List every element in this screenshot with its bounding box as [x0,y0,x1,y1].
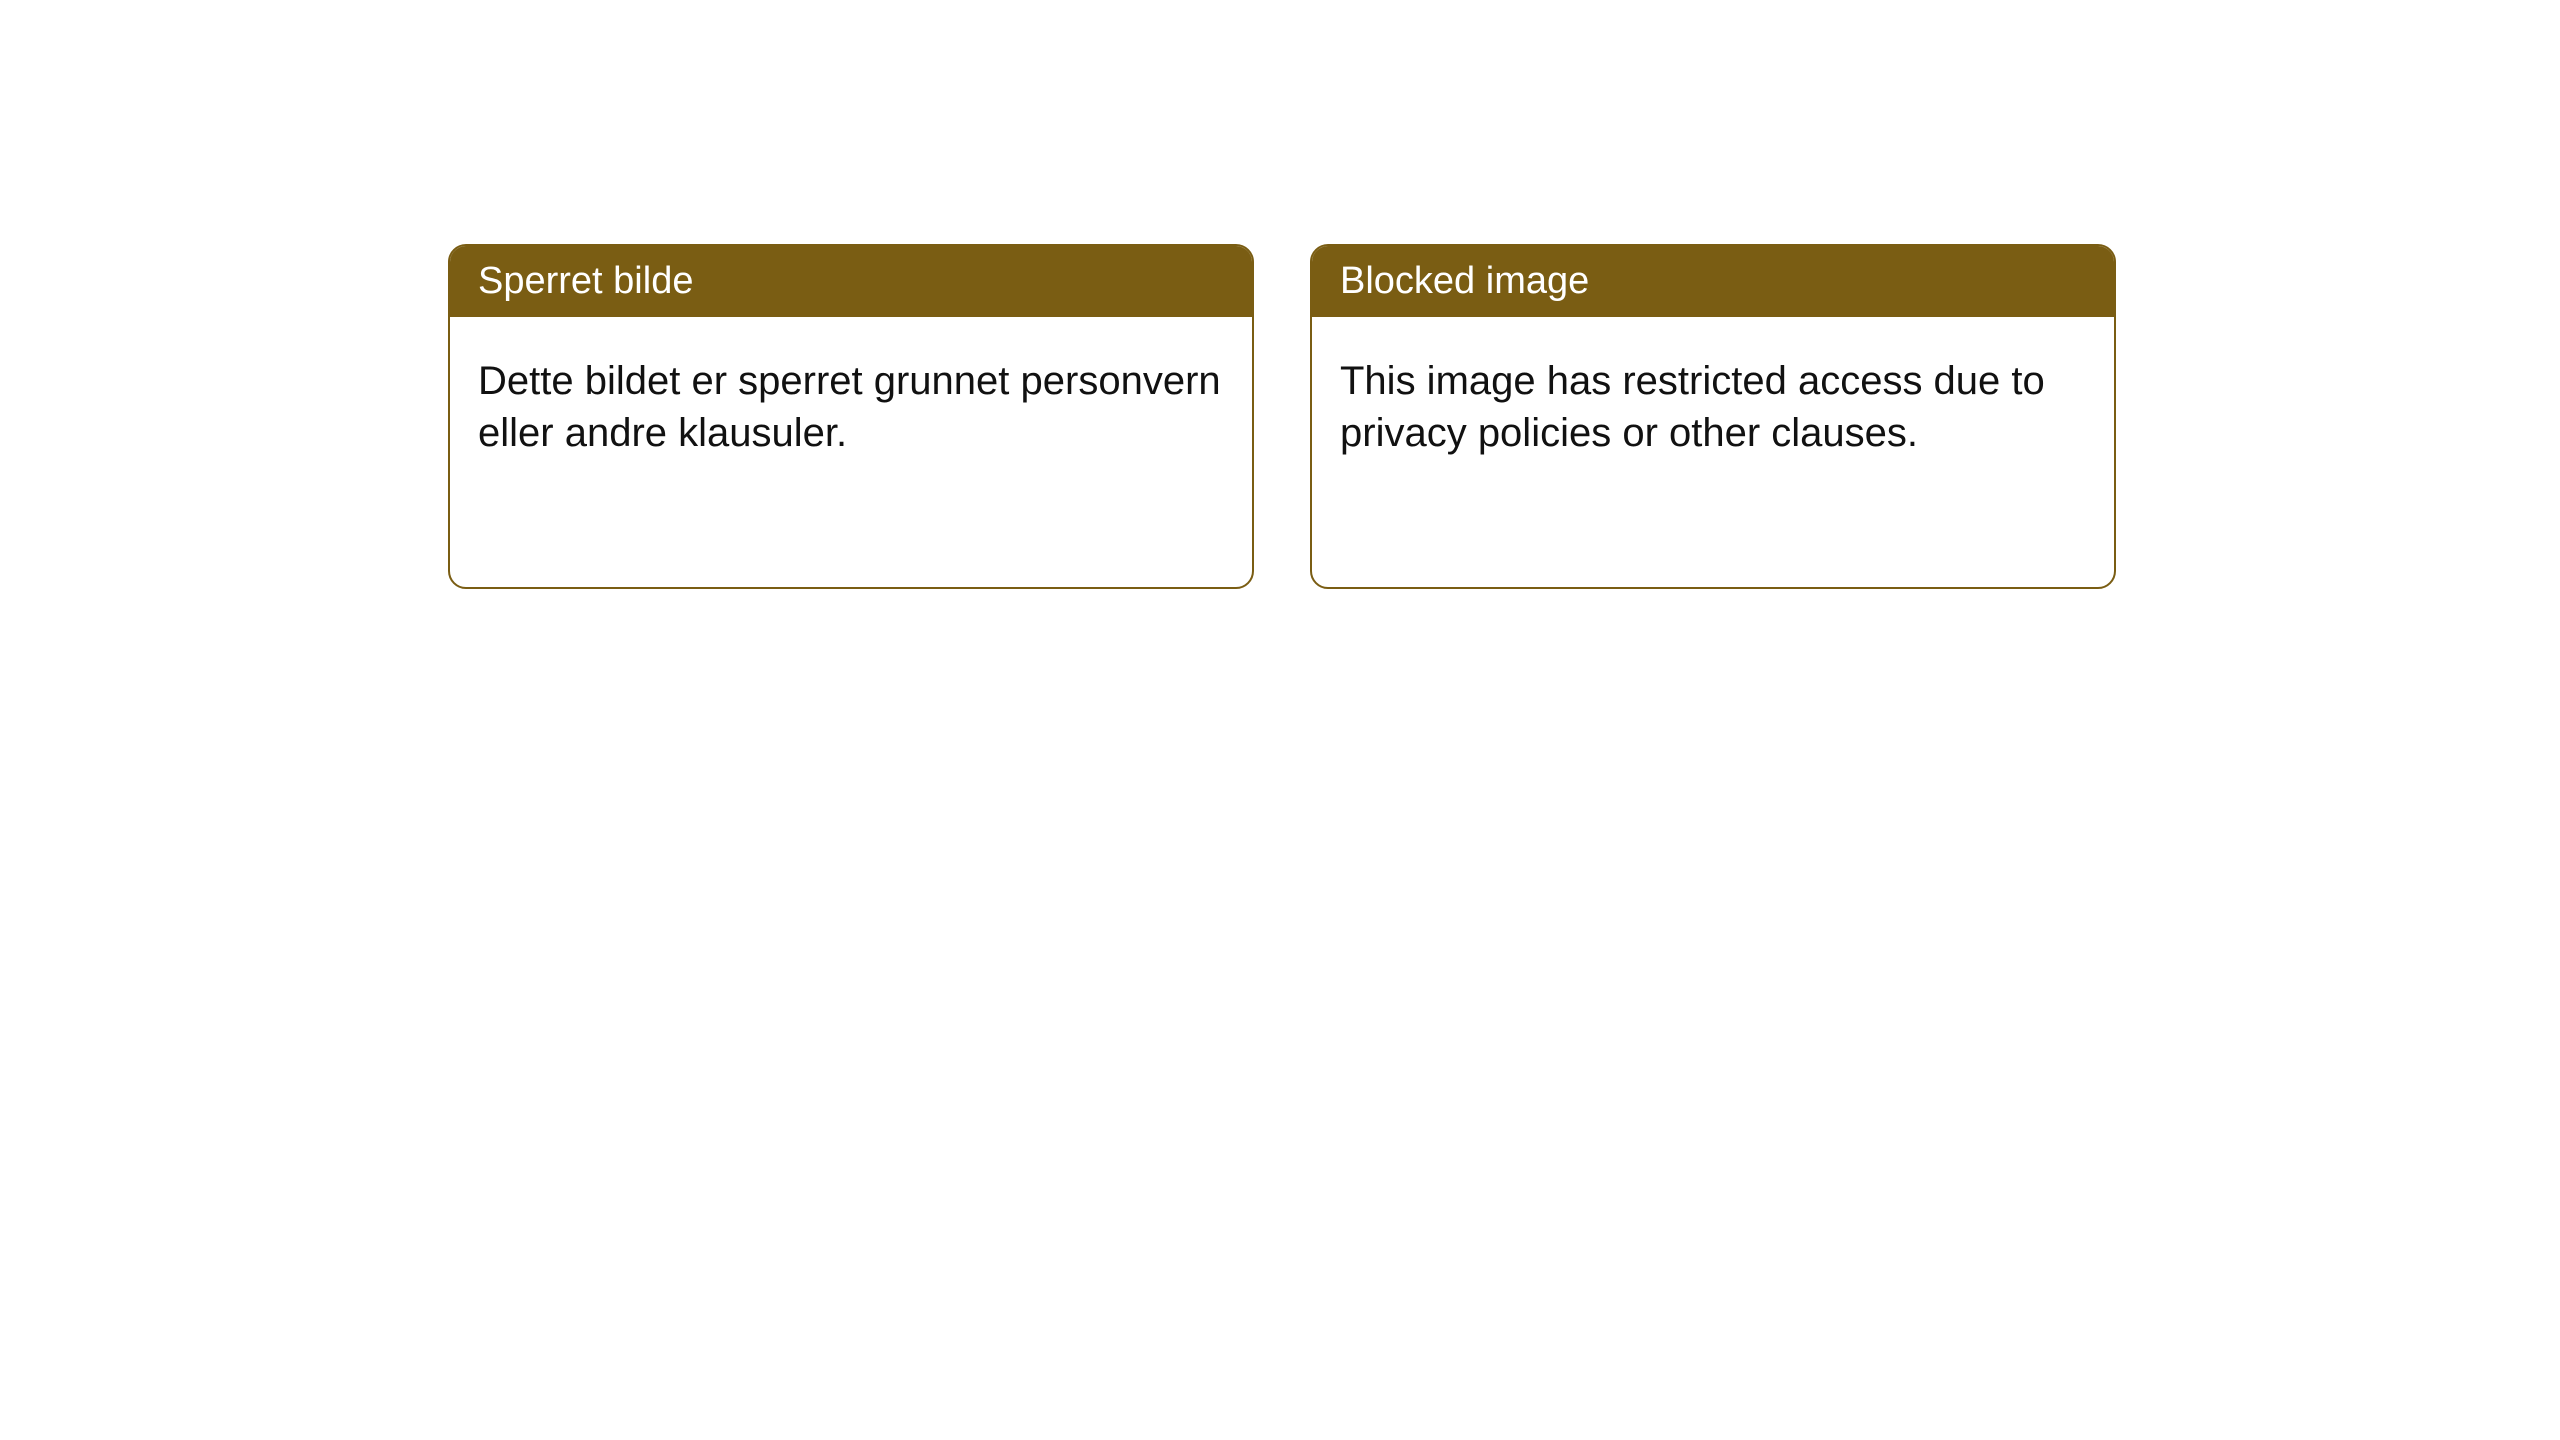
card-header-no: Sperret bilde [450,246,1252,317]
blocked-image-card-no: Sperret bilde Dette bildet er sperret gr… [448,244,1254,589]
notice-container: Sperret bilde Dette bildet er sperret gr… [0,0,2560,589]
blocked-image-card-en: Blocked image This image has restricted … [1310,244,2116,589]
card-body-no: Dette bildet er sperret grunnet personve… [450,317,1252,587]
card-body-en: This image has restricted access due to … [1312,317,2114,587]
card-header-en: Blocked image [1312,246,2114,317]
